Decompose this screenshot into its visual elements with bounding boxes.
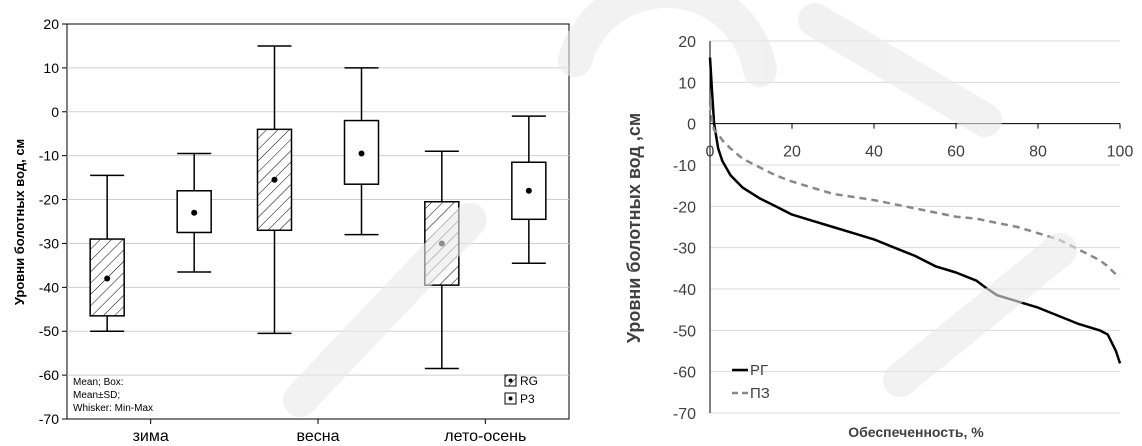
series-line-rg (708, 57, 1122, 364)
mean-point (271, 176, 278, 183)
x-tick-label: 100 (1107, 144, 1134, 161)
y-tick-label: -40 (39, 279, 59, 295)
x-tick-label: 40 (865, 144, 883, 161)
legend-label-rg: РГ (750, 362, 768, 379)
mean-point (438, 240, 445, 247)
y-tick-label: -30 (673, 241, 696, 258)
y-tick-label: 0 (51, 104, 59, 120)
y-tick-label: -50 (39, 323, 59, 339)
mean-point (104, 275, 111, 282)
y-tick-label: -50 (673, 323, 696, 340)
box-plot-chart: 20 10 0 -10 -20 -30 -40 -50 -60 -70 зима весна лето… (12, 16, 570, 445)
y-tick-label: -30 (39, 235, 59, 251)
y-tick-label: -60 (673, 365, 696, 382)
x-axis-ticks: 0 20 40 60 80 100 (706, 123, 1134, 161)
box-p3 (343, 67, 380, 236)
y-axis-label: Уровни болотных вод ,см (624, 113, 644, 343)
mean-point (191, 209, 198, 216)
x-tick-label: лето-осень (444, 428, 526, 445)
box-p3 (511, 115, 547, 264)
box-p3 (176, 152, 212, 273)
line-series (708, 57, 1122, 364)
y-tick-label: 0 (687, 117, 696, 134)
y-axis-ticks: 20 10 0 -10 -20 -30 -40 -50 -60 -70 (39, 16, 67, 427)
legend-swatch-p3-dot (508, 396, 513, 401)
x-axis-ticks: зима весна лето-осень (133, 419, 526, 445)
y-tick-label: -60 (39, 367, 59, 383)
mean-point (358, 150, 365, 157)
legend-label-rg: RG (520, 374, 538, 388)
note-line-1: Mean; Box: (73, 377, 124, 388)
x-tick-label: 0 (706, 144, 715, 161)
x-tick-label: 20 (783, 144, 801, 161)
chart-notes: Mean; Box: Mean±SD; Whisker: Min-Max (73, 377, 153, 414)
x-axis-label: Обеспеченность, % (848, 424, 984, 440)
y-tick-label: -70 (673, 406, 696, 423)
y-axis-ticks: 20 10 0 -10 -20 -30 -40 -50 -60 -70 (673, 34, 696, 423)
mean-point (525, 187, 532, 194)
note-line-2: Mean±SD; (73, 390, 120, 401)
plot-frame (66, 23, 570, 420)
legend-label-p3: P3 (520, 392, 535, 406)
y-tick-label: 20 (43, 16, 59, 32)
legend: RG P3 (504, 374, 538, 406)
y-tick-label: 20 (678, 34, 696, 51)
y-tick-label: -70 (39, 411, 59, 427)
note-line-3: Whisker: Min-Max (73, 403, 153, 414)
x-tick-label: зима (133, 428, 169, 445)
box-rg (89, 174, 125, 332)
y-tick-label: -40 (673, 282, 696, 299)
legend-swatch-rg-dot (508, 378, 513, 383)
x-tick-label: 80 (1029, 144, 1047, 161)
y-tick-label: -10 (673, 158, 696, 175)
y-tick-label: 10 (678, 75, 696, 92)
y-tick-label: -10 (39, 148, 59, 164)
y-tick-label: 10 (43, 60, 59, 76)
x-tick-label: 60 (947, 144, 965, 161)
y-tick-label: -20 (673, 199, 696, 216)
series-line-pz (708, 102, 1121, 278)
legend-label-pz: ПЗ (750, 385, 770, 402)
grid-lines (710, 40, 1120, 414)
legend: РГ ПЗ (732, 362, 770, 402)
x-tick-label: весна (297, 428, 340, 445)
y-tick-label: -20 (39, 192, 59, 208)
y-axis-label: Уровни болотных вод, см (12, 139, 27, 305)
